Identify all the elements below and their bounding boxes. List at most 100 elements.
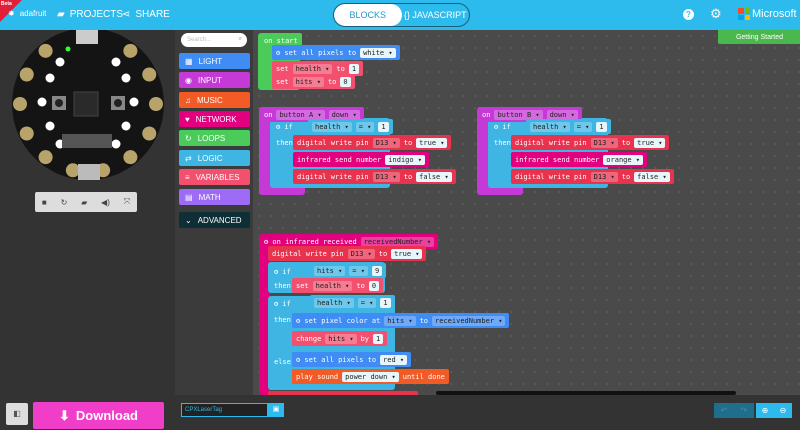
save-icon[interactable]: ▣ xyxy=(268,403,284,417)
mute-icon[interactable]: ◀) xyxy=(101,197,110,207)
block-field-dropdown[interactable]: = ▾ xyxy=(355,121,375,132)
block-field-dropdown[interactable]: D13 ▾ xyxy=(347,248,375,259)
toolbox-variables[interactable]: ≡ VARIABLES xyxy=(179,169,250,185)
logic-block-row[interactable]: ⚙ if xyxy=(270,296,295,311)
toolbox-math[interactable]: ▤ MATH xyxy=(179,189,250,205)
fullscreen-icon[interactable]: ⤧ xyxy=(123,197,131,206)
pins-block-row[interactable]: digital write pin D13 ▾ to true ▾ xyxy=(511,135,670,150)
toolbox-music[interactable]: ♫ MUSIC xyxy=(179,92,250,108)
block-field-dropdown[interactable]: 1 xyxy=(380,297,391,308)
toolbox-input[interactable]: ◉ INPUT xyxy=(179,72,250,88)
projects-button[interactable]: ▰ PROJECTS xyxy=(57,9,124,20)
block-field-dropdown[interactable]: false ▾ xyxy=(634,171,670,182)
stop-icon[interactable]: ■ xyxy=(41,197,47,207)
block-field-dropdown[interactable]: health ▾ xyxy=(314,297,354,308)
block-field-dropdown[interactable]: false ▾ xyxy=(416,171,452,182)
pins-block-row[interactable]: digital write pin D13 ▾ to true ▾ xyxy=(268,246,427,261)
pin-pad[interactable] xyxy=(123,43,138,58)
pins-block-row[interactable]: digital write pin D13 ▾ to false ▾ xyxy=(511,169,674,184)
pin-pad[interactable] xyxy=(19,67,34,82)
block-field-dropdown[interactable]: 9 xyxy=(371,265,383,276)
block-field-dropdown[interactable]: D13 ▾ xyxy=(372,137,400,148)
input-block-row[interactable]: on button A ▾ down ▾ xyxy=(260,107,364,122)
block-field-dropdown[interactable]: true ▾ xyxy=(416,137,448,148)
block-field-dropdown[interactable]: hits ▾ xyxy=(325,333,357,344)
block-field-dropdown[interactable]: 1 xyxy=(378,121,389,132)
debug-icon[interactable]: ▰ xyxy=(81,197,88,207)
pin-pad[interactable] xyxy=(142,126,157,141)
block-field-dropdown[interactable]: hits ▾ xyxy=(314,265,346,276)
pins-block-row[interactable] xyxy=(268,391,418,395)
logic-block-row[interactable]: health ▾ = ▾ 1 xyxy=(310,295,395,310)
zoom-in-icon[interactable]: ⊕ xyxy=(761,406,769,415)
block-field-dropdown[interactable]: red ▾ xyxy=(380,354,408,365)
toolbox-light[interactable]: ▦ LIGHT xyxy=(179,53,250,69)
network-block-row[interactable]: infrared send number orange ▾ xyxy=(511,152,648,167)
block-field-dropdown[interactable]: power down ▾ xyxy=(342,371,399,382)
block-field-dropdown[interactable]: true ▾ xyxy=(634,137,666,148)
undo-icon[interactable]: ↶ xyxy=(720,406,728,415)
tab-javascript[interactable]: {} JAVASCRIPT xyxy=(403,10,467,20)
collapse-simulator-button[interactable]: ◧ xyxy=(6,403,28,425)
block-field-dropdown[interactable]: = ▾ xyxy=(573,121,593,132)
light-block-row[interactable]: ⚙ set all pixels to white ▾ xyxy=(272,45,400,60)
block-field-dropdown[interactable]: down ▾ xyxy=(546,109,578,120)
block-field-dropdown[interactable]: indigo ▾ xyxy=(385,154,426,165)
block-field-dropdown[interactable]: white ▾ xyxy=(360,47,396,58)
pin-pad[interactable] xyxy=(65,163,80,178)
block-field-dropdown[interactable]: button A ▾ xyxy=(276,109,325,120)
block-field-dropdown[interactable]: = ▾ xyxy=(357,297,377,308)
variables-block-row[interactable]: set health ▾ to 1 xyxy=(272,61,364,76)
logic-block-row[interactable]: health ▾ = ▾ 1 xyxy=(308,119,393,134)
pin-pad[interactable] xyxy=(38,150,53,165)
block-field-dropdown[interactable]: 1 xyxy=(596,121,607,132)
zoom-out-icon[interactable]: ⊖ xyxy=(779,406,787,415)
getting-started-button[interactable]: Getting Started xyxy=(718,30,800,44)
gear-icon[interactable]: ⚙ xyxy=(710,6,722,21)
block-field-dropdown[interactable]: 1 xyxy=(373,333,384,344)
logic-block-row[interactable]: then xyxy=(270,312,295,327)
tab-blocks[interactable]: BLOCKS xyxy=(334,4,402,26)
variables-block-row[interactable]: set hits ▾ to 0 xyxy=(272,74,355,89)
block-field-dropdown[interactable]: receivedNumber ▾ xyxy=(360,236,435,247)
circuit-playground-board[interactable] xyxy=(0,30,175,180)
loops-block-row[interactable]: on start xyxy=(260,33,302,48)
logic-block-row[interactable]: then xyxy=(490,135,515,150)
pins-block-row[interactable]: digital write pin D13 ▾ to true ▾ xyxy=(293,135,452,150)
light-block-row[interactable]: ⚙ set pixel color at hits ▾ to receivedNumb… xyxy=(292,313,510,328)
logic-block-row[interactable]: then xyxy=(272,135,297,150)
pin-pad[interactable] xyxy=(142,67,157,82)
block-field-dropdown[interactable]: = ▾ xyxy=(349,265,368,276)
horizontal-scrollbar[interactable] xyxy=(436,391,736,395)
block-field-dropdown[interactable]: health ▾ xyxy=(530,121,570,132)
block-field-dropdown[interactable]: D13 ▾ xyxy=(590,171,618,182)
pins-block-row[interactable]: digital write pin D13 ▾ to false ▾ xyxy=(293,169,456,184)
logic-block-row[interactable]: health ▾ = ▾ 1 xyxy=(526,119,611,134)
pin-pad[interactable] xyxy=(13,97,27,111)
variables-block-row[interactable]: change hits ▾ by 1 xyxy=(292,331,388,346)
block-field-dropdown[interactable]: D13 ▾ xyxy=(590,137,618,148)
music-block-row[interactable]: play sound power down ▾ until done xyxy=(292,369,449,384)
network-block-row[interactable]: infrared send number indigo ▾ xyxy=(293,152,430,167)
block-field-dropdown[interactable]: hits ▾ xyxy=(384,315,416,326)
block-field-dropdown[interactable]: 1 xyxy=(348,63,360,74)
block-field-dropdown[interactable]: 0 xyxy=(340,76,351,87)
logic-block-row[interactable]: else xyxy=(270,354,295,369)
project-name-input[interactable]: CPXLaserTag xyxy=(181,403,268,417)
toolbox-advanced[interactable]: ⌄ ADVANCED xyxy=(179,212,250,228)
input-block-row[interactable]: on button B ▾ down ▾ xyxy=(478,107,582,122)
help-icon[interactable]: ? xyxy=(683,9,694,20)
toolbox-loops[interactable]: ↻ LOOPS xyxy=(179,130,250,146)
pin-pad[interactable] xyxy=(149,97,163,111)
block-field-dropdown[interactable]: hits ▾ xyxy=(292,76,324,87)
block-field-dropdown[interactable]: true ▾ xyxy=(391,248,423,259)
block-field-dropdown[interactable]: orange ▾ xyxy=(603,154,644,165)
block-field-dropdown[interactable]: health ▾ xyxy=(292,63,333,74)
download-button[interactable]: ⬇ Download xyxy=(33,402,164,429)
variables-block-row[interactable]: set health ▾ to 0 xyxy=(292,278,384,293)
block-field-dropdown[interactable]: 0 xyxy=(368,280,380,291)
toolbox-logic[interactable]: ⇄ LOGIC xyxy=(179,150,250,166)
on-infrared-block[interactable] xyxy=(259,234,270,395)
logic-block-row[interactable]: hits ▾ = ▾ 9 xyxy=(310,263,387,278)
logic-block-row[interactable]: ⚙ if xyxy=(490,119,515,134)
